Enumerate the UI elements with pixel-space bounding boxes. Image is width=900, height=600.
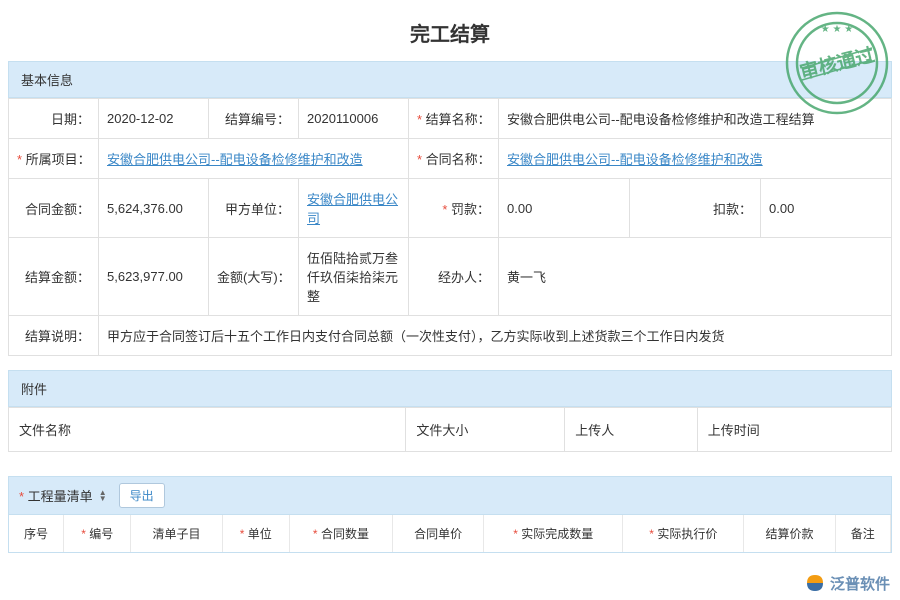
page-title: 完工结算: [0, 0, 900, 61]
deduction-value: 0.00: [761, 179, 892, 238]
col-seq: 序号: [9, 515, 64, 552]
deduction-label: 扣款：: [630, 179, 761, 238]
settle-no-value: 2020110006: [299, 99, 409, 139]
amount-cn-label: 金额(大写)：: [209, 238, 299, 316]
settle-name-label: 结算名称：: [409, 99, 499, 139]
party-a-value[interactable]: 安徽合肥供电公司: [299, 179, 409, 238]
contract-name-label: 合同名称：: [409, 139, 499, 179]
handler-label: 经办人：: [409, 238, 499, 316]
col-remark: 备注: [835, 515, 890, 552]
brand-text: 泛普软件: [830, 573, 890, 594]
party-a-label: 甲方单位：: [209, 179, 299, 238]
settle-amount-value: 5,623,977.00: [99, 238, 209, 316]
basic-info-table: 日期： 2020-12-02 结算编号： 2020110006 结算名称： 安徽…: [8, 98, 892, 356]
col-contract-qty: 合同数量: [289, 515, 392, 552]
settle-no-label: 结算编号：: [209, 99, 299, 139]
amount-cn-value: 伍佰陆拾贰万叁仟玖佰柒拾柒元整: [299, 238, 409, 316]
footer-logo: 泛普软件: [804, 572, 890, 594]
project-value[interactable]: 安徽合肥供电公司--配电设备检修维护和改造: [99, 139, 409, 179]
settle-name-value: 安徽合肥供电公司--配电设备检修维护和改造工程结算: [499, 99, 892, 139]
col-code: 编号: [64, 515, 131, 552]
col-unit: 单位: [222, 515, 289, 552]
contract-amount-label: 合同金额：: [9, 179, 99, 238]
date-label: 日期：: [9, 99, 99, 139]
bill-list-title: 工程量清单: [19, 486, 93, 505]
col-contract-price: 合同单价: [393, 515, 484, 552]
attach-col-time: 上传时间: [697, 408, 891, 452]
basic-info-header: 基本信息: [8, 61, 892, 98]
export-button[interactable]: 导出: [119, 483, 165, 508]
bill-list-header: 工程量清单 ▲▼ 导出: [9, 477, 891, 515]
handler-value: 黄一飞: [499, 238, 892, 316]
attachments-header: 附件: [8, 370, 892, 407]
bill-list-table: 序号 编号 清单子目 单位 合同数量 合同单价 实际完成数量 实际执行价 结算价…: [9, 515, 891, 552]
penalty-value: 0.00: [499, 179, 630, 238]
desc-label: 结算说明：: [9, 316, 99, 356]
bill-list-section: 工程量清单 ▲▼ 导出 序号 编号 清单子目 单位 合同数量 合同单价 实际完成…: [8, 476, 892, 553]
col-settle-price: 结算价款: [744, 515, 835, 552]
brand-logo-icon: [804, 572, 826, 594]
attachments-table: 文件名称 文件大小 上传人 上传时间: [8, 407, 892, 452]
col-actual-qty: 实际完成数量: [484, 515, 623, 552]
date-value: 2020-12-02: [99, 99, 209, 139]
sort-icon[interactable]: ▲▼: [99, 490, 107, 502]
contract-amount-value: 5,624,376.00: [99, 179, 209, 238]
settle-amount-label: 结算金额：: [9, 238, 99, 316]
attachments-section: 附件 文件名称 文件大小 上传人 上传时间: [8, 370, 892, 452]
attach-col-name: 文件名称: [9, 408, 406, 452]
col-item: 清单子目: [131, 515, 222, 552]
attach-col-size: 文件大小: [406, 408, 565, 452]
attach-col-uploader: 上传人: [565, 408, 697, 452]
col-actual-price: 实际执行价: [623, 515, 744, 552]
desc-value: 甲方应于合同签订后十五个工作日内支付合同总额（一次性支付），乙方实际收到上述货款…: [99, 316, 892, 356]
penalty-label: 罚款：: [409, 179, 499, 238]
contract-name-value[interactable]: 安徽合肥供电公司--配电设备检修维护和改造: [499, 139, 892, 179]
project-label: 所属项目：: [9, 139, 99, 179]
